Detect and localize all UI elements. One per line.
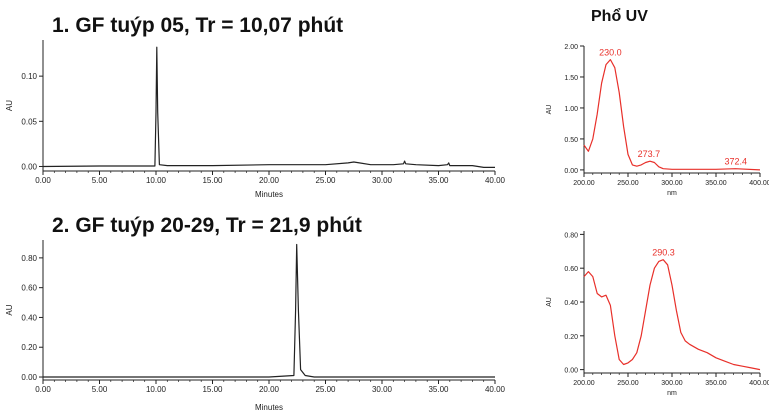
uv1-peak-label: 230.0 — [599, 48, 622, 58]
uv2-x-axis-label: nm — [667, 390, 677, 397]
chrom1-x-tick-label: 10.00 — [146, 176, 167, 185]
chrom2-series-line — [43, 243, 495, 378]
chrom2-x-tick-label: 25.00 — [315, 385, 336, 394]
chrom1-x-tick-label: 20.00 — [259, 176, 280, 185]
chrom2-x-tick-label: 0.00 — [35, 385, 51, 394]
uv2-x-tick-label: 300.00 — [661, 380, 683, 387]
chrom2-y-tick-label: 0.80 — [21, 254, 37, 263]
uv1-x-tick-label: 200.00 — [573, 180, 595, 187]
chromatogram-1-title: 1. GF tuýp 05, Tr = 10,07 phút — [52, 14, 344, 37]
chrom2-y-tick-label: 0.00 — [21, 373, 37, 382]
chrom2-x-tick-label: 35.00 — [428, 385, 449, 394]
chrom1-x-tick-label: 5.00 — [92, 176, 108, 185]
uv1-chart: 200.00 250.00 300.00 350.00 400.00 0.00 0.50 1.… — [546, 44, 769, 197]
uv2-y-tick-label: 0.20 — [564, 334, 578, 341]
uv2-y-tick-label: 0.40 — [564, 300, 578, 307]
uv2-x-tick-label: 250.00 — [617, 380, 639, 387]
uv2-y-tick-label: 0.60 — [564, 266, 578, 273]
chrom2-chart: 0.00 5.00 10.00 15.00 20.00 25.00 30.00 35.00 40… — [5, 240, 506, 412]
chrom2-x-tick-label: 40.00 — [485, 385, 506, 394]
uv1-x-tick-label: 350.00 — [705, 180, 727, 187]
chrom1-x-tick-label: 15.00 — [202, 176, 223, 185]
uv1-peak-label: 273.7 — [638, 149, 661, 159]
chrom2-x-tick-label: 15.00 — [202, 385, 223, 394]
chrom1-series-line — [42, 46, 495, 168]
uv-spectrum-heading: Phổ UV — [591, 8, 648, 25]
chrom2-x-tick-label: 5.00 — [92, 385, 108, 394]
uv2-chart: 200.00 250.00 300.00 350.00 400.00 0.00 0.20 0.… — [546, 231, 769, 397]
chrom2-y-tick-label: 0.60 — [21, 284, 37, 293]
chrom1-y-tick-label: 0.05 — [21, 117, 37, 126]
uv1-y-axis-label: AU — [546, 105, 553, 115]
chrom1-y-axis-label: AU — [5, 100, 14, 111]
uv1-peak-label: 372.4 — [724, 157, 747, 167]
chrom1-y-tick-label: 0.10 — [21, 72, 37, 81]
chrom1-x-tick-label: 30.00 — [372, 176, 393, 185]
chrom1-x-tick-label: 25.00 — [315, 176, 336, 185]
uv2-series-line — [583, 259, 761, 371]
uv1-y-tick-label: 0.00 — [564, 168, 578, 175]
uv1-y-tick-label: 1.50 — [564, 75, 578, 82]
uv1-x-tick-label: 250.00 — [617, 180, 639, 187]
chrom1-x-tick-label: 0.00 — [35, 176, 51, 185]
chrom1-x-axis-label: Minutes — [255, 190, 283, 199]
uv2-y-tick-label: 0.80 — [564, 232, 578, 239]
uv2-x-tick-label: 200.00 — [573, 380, 595, 387]
uv2-y-axis-label: AU — [546, 297, 553, 307]
chrom2-x-tick-label: 20.00 — [259, 385, 280, 394]
chrom1-x-tick-label: 40.00 — [485, 176, 506, 185]
chrom2-x-axis-label: Minutes — [255, 403, 283, 412]
uv1-y-tick-label: 2.00 — [564, 44, 578, 51]
uv2-x-tick-label: 350.00 — [705, 380, 727, 387]
uv2-y-tick-label: 0.00 — [564, 368, 578, 375]
uv1-x-axis-label: nm — [667, 190, 677, 197]
chrom1-chart: 0.00 5.00 10.00 15.00 20.00 25.00 30.00 35.00 40… — [5, 40, 506, 199]
chrom2-y-axis-label: AU — [5, 304, 14, 315]
chrom2-x-tick-label: 30.00 — [372, 385, 393, 394]
uv1-y-tick-label: 0.50 — [564, 137, 578, 144]
uv1-y-tick-label: 1.00 — [564, 106, 578, 113]
uv2-peak-label: 290.3 — [652, 248, 675, 258]
chrom1-y-tick-label: 0.00 — [21, 162, 37, 171]
chrom2-x-tick-label: 10.00 — [146, 385, 167, 394]
chrom1-x-tick-label: 35.00 — [428, 176, 449, 185]
uv1-x-tick-label: 400.00 — [749, 180, 769, 187]
uv1-series-line — [583, 58, 761, 171]
uv1-x-tick-label: 300.00 — [661, 180, 683, 187]
uv2-x-tick-label: 400.00 — [749, 380, 769, 387]
chrom2-y-tick-label: 0.40 — [21, 313, 37, 322]
chromatogram-2-title: 2. GF tuýp 20-29, Tr = 21,9 phút — [52, 214, 362, 237]
chrom2-y-tick-label: 0.20 — [21, 343, 37, 352]
